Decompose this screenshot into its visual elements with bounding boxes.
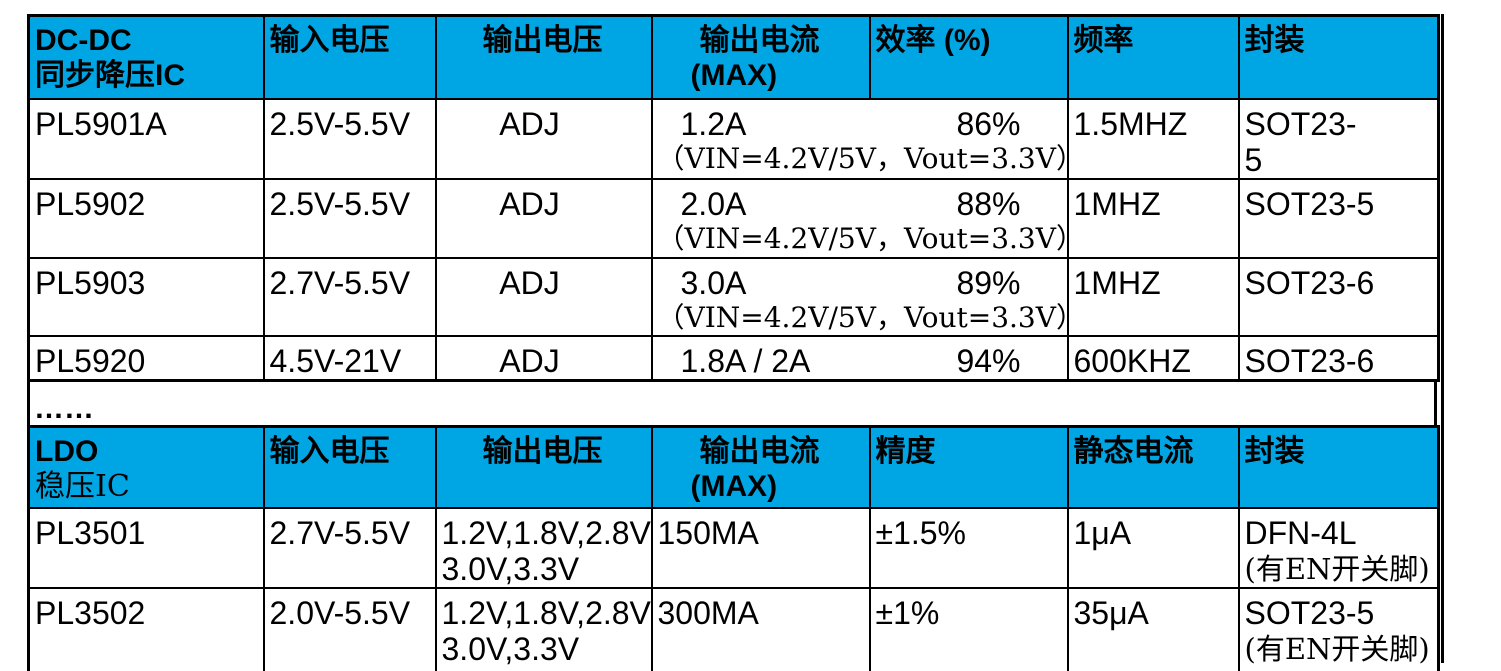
ldo-table: LDO 稳压IC 输入电压 输出电压 输出电流 (MAX) 精度 静态电流 封装… [27, 424, 1440, 671]
vout-cell: ADJ [434, 256, 653, 337]
ldo-header-accuracy: 精度 [868, 425, 1069, 509]
table-row: PL5901A 2.5V-5.5V ADJ 1.2A 86% （VIN=4.2V… [27, 97, 1440, 180]
model-cell: PL3502 [27, 587, 265, 671]
dcdc-header-iout: 输出电流 (MAX) [650, 14, 871, 100]
package-cell: SOT23- 5 [1237, 97, 1440, 180]
ellipsis-text: …… [34, 391, 94, 425]
ldo-header-vin: 输入电压 [262, 425, 437, 509]
package-en-note: (有EN开关脚) [1244, 552, 1430, 586]
vout-line2: 3.0V,3.3V [441, 551, 580, 587]
package-line1: SOT23-6 [1244, 264, 1375, 301]
dcdc-table: DC-DC 同步降压IC 输入电压 输出电压 输出电流 (MAX) 效率 (%)… [27, 14, 1440, 382]
iout-eff-cell: 1.2A 86% （VIN=4.2V/5V，Vout=3.3V） [650, 97, 1069, 180]
iout-eff-cell: 3.0A 89% （VIN=4.2V/5V，Vout=3.3V） [650, 256, 1069, 337]
vout-cell: ADJ [434, 334, 653, 381]
package-line1: DFN-4L [1244, 515, 1357, 551]
vin-cell: 2.0V-5.5V [262, 587, 437, 671]
dcdc-header-iout-line2: (MAX) [690, 59, 778, 92]
ellipsis-row: …… [27, 381, 1437, 425]
iout-cell: 300MA [650, 587, 871, 671]
tables-wrap: DC-DC 同步降压IC 输入电压 输出电压 输出电流 (MAX) 效率 (%)… [27, 14, 1440, 671]
frequency-cell: 1MHZ [1066, 177, 1240, 259]
iout-value: 2.0A [680, 185, 747, 222]
model-cell: PL3501 [27, 507, 265, 589]
iout-value: 1.2A [680, 105, 747, 142]
efficiency-value: 94% [956, 342, 1021, 379]
vin-cell: 2.7V-5.5V [262, 507, 437, 589]
dcdc-header-package: 封装 [1237, 14, 1440, 100]
table-row: PL5903 2.7V-5.5V ADJ 3.0A 89% （VIN=4.2V/… [27, 256, 1440, 337]
vout-cell: ADJ [434, 97, 653, 180]
efficiency-value: 86% [956, 105, 1021, 142]
model-cell: PL5903 [27, 256, 265, 337]
table-row: PL5920 4.5V-21V ADJ 1.8A / 2A 94% 600KHZ… [27, 334, 1440, 381]
ldo-header-vout: 输出电压 [434, 425, 653, 509]
vin-cell: 2.7V-5.5V [262, 256, 437, 337]
model-cell: PL5902 [27, 177, 265, 259]
vout-line2: 3.0V,3.3V [441, 631, 580, 667]
test-condition: （VIN=4.2V/5V，Vout=3.3V） [656, 141, 1068, 175]
table-row: PL3502 2.0V-5.5V 1.2V,1.8V,2.8V 3.0V,3.3… [27, 587, 1440, 671]
frequency-cell: 1.5MHZ [1066, 97, 1240, 180]
package-cell: SOT23-6 [1237, 334, 1440, 381]
accuracy-cell: ±1.5% [868, 507, 1069, 589]
ldo-title-line2: 稳压IC [35, 468, 130, 504]
iout-eff-cell: 1.8A / 2A 94% [650, 334, 1069, 381]
frequency-cell: 1MHZ [1066, 256, 1240, 337]
accuracy-cell: ±1% [868, 587, 1069, 671]
dcdc-title-line1: DC-DC [35, 24, 132, 57]
package-cell: SOT23-5 (有EN开关脚) [1237, 587, 1440, 671]
package-line1: SOT23-5 [1244, 185, 1375, 222]
ldo-header-iout-line1: 输出电流 [699, 434, 820, 468]
ldo-header-iout-line2: (MAX) [690, 469, 778, 503]
vout-cell: ADJ [434, 177, 653, 259]
vout-line1: 1.2V,1.8V,2.8V [441, 515, 651, 551]
package-cell: DFN-4L (有EN开关脚) [1237, 507, 1440, 589]
ldo-header-quiescent: 静态电流 [1066, 425, 1240, 509]
iout-value: 3.0A [680, 264, 747, 301]
model-cell: PL5920 [27, 334, 265, 381]
iout-value: 1.8A / 2A [680, 342, 811, 379]
efficiency-value: 88% [956, 185, 1021, 222]
model-cell: PL5901A [27, 97, 265, 180]
ldo-title-cell: LDO 稳压IC [27, 425, 265, 509]
vout-cell: 1.2V,1.8V,2.8V 3.0V,3.3V [434, 507, 653, 589]
quiescent-cell: 35μA [1066, 587, 1240, 671]
iout-eff-cell: 2.0A 88% （VIN=4.2V/5V，Vout=3.3V） [650, 177, 1069, 259]
ldo-title-line1: LDO [35, 434, 99, 468]
package-line1: SOT23-6 [1244, 342, 1375, 379]
dcdc-header-vout: 输出电压 [434, 14, 653, 100]
package-line1: SOT23- [1244, 105, 1357, 142]
efficiency-value: 89% [956, 264, 1021, 301]
dcdc-title-cell: DC-DC 同步降压IC [27, 14, 265, 100]
table-row: PL3501 2.7V-5.5V 1.2V,1.8V,2.8V 3.0V,3.3… [27, 507, 1440, 589]
ldo-header-iout: 输出电流 (MAX) [650, 425, 871, 509]
package-line2: 5 [1244, 141, 1263, 178]
package-cell: SOT23-6 [1237, 256, 1440, 337]
vout-line1: 1.2V,1.8V,2.8V [441, 595, 651, 631]
dcdc-header-iout-line1: 输出电流 [699, 24, 820, 57]
frequency-cell: 600KHZ [1066, 334, 1240, 381]
iout-cell: 150MA [650, 507, 871, 589]
dcdc-header-frequency: 频率 [1066, 14, 1240, 100]
package-en-note: (有EN开关脚) [1244, 632, 1430, 666]
test-condition: （VIN=4.2V/5V，Vout=3.3V） [656, 221, 1068, 255]
dcdc-title-line2: 同步降压IC [35, 59, 185, 92]
package-cell: SOT23-5 [1237, 177, 1440, 259]
dcdc-header-row: DC-DC 同步降压IC 输入电压 输出电压 输出电流 (MAX) 效率 (%)… [27, 14, 1440, 100]
ldo-header-row: LDO 稳压IC 输入电压 输出电压 输出电流 (MAX) 精度 静态电流 封装 [27, 425, 1440, 509]
dcdc-header-efficiency: 效率 (%) [868, 14, 1069, 100]
vout-cell: 1.2V,1.8V,2.8V 3.0V,3.3V [434, 587, 653, 671]
ldo-header-package: 封装 [1237, 425, 1440, 509]
table-row: PL5902 2.5V-5.5V ADJ 2.0A 88% （VIN=4.2V/… [27, 177, 1440, 259]
vin-cell: 2.5V-5.5V [262, 97, 437, 180]
vin-cell: 2.5V-5.5V [262, 177, 437, 259]
right-outer-border-line [1441, 14, 1444, 663]
package-line1: SOT23-5 [1244, 595, 1375, 631]
vin-cell: 4.5V-21V [262, 334, 437, 381]
test-condition: （VIN=4.2V/5V，Vout=3.3V） [656, 300, 1068, 334]
dcdc-header-vin: 输入电压 [262, 14, 437, 100]
quiescent-cell: 1μA [1066, 507, 1240, 589]
